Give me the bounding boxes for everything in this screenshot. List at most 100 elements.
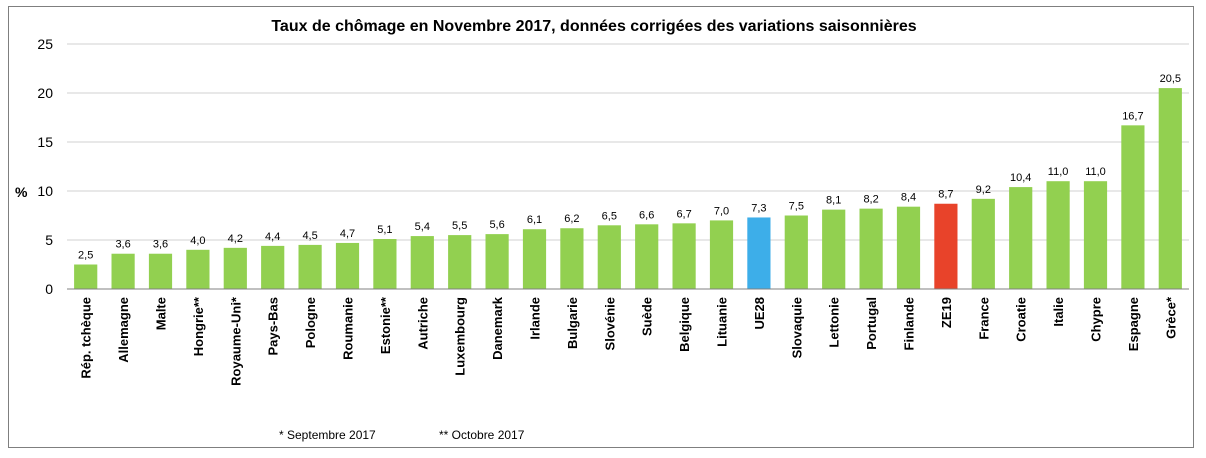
category-label: France (976, 297, 991, 340)
bar-chart: Taux de chômage en Novembre 2017, donnée… (15, 18, 1189, 442)
value-labels: 2,5 3,6 3,6 4,0 4,2 4,4 4,5 4,7 5,1 5,4 5,5 5,6 6,1 6… (78, 73, 1181, 261)
bar (1046, 181, 1070, 289)
bar (448, 235, 472, 289)
value-label: 6,2 (564, 213, 579, 225)
bar (635, 224, 659, 289)
bar (597, 225, 621, 289)
footnote-september: * Septembre 2017 (279, 428, 376, 442)
category-label: Portugal (864, 297, 879, 350)
bar (560, 228, 584, 289)
bar (784, 215, 808, 289)
bar (186, 249, 210, 289)
bar (672, 223, 696, 289)
value-label: 6,5 (602, 210, 617, 222)
bars (74, 88, 1182, 289)
chart-frame: Taux de chômage en Novembre 2017, donnée… (8, 6, 1194, 448)
category-label: Rép. tchèque (79, 297, 94, 379)
value-label: 4,7 (340, 228, 355, 240)
category-label: ZE19 (939, 297, 954, 328)
bar (373, 239, 397, 289)
category-label: Royaume-Uni* (228, 296, 243, 386)
bar (148, 253, 173, 289)
y-axis-label: % (15, 184, 28, 200)
value-label: 4,5 (302, 230, 317, 242)
value-label: 5,5 (452, 220, 467, 232)
category-label: Croatie (1014, 297, 1029, 342)
value-label: 3,6 (115, 239, 130, 251)
bar (522, 229, 547, 289)
bar (485, 234, 509, 289)
gridlines (67, 43, 1189, 241)
value-label: 11,0 (1048, 166, 1069, 178)
value-label: 4,0 (190, 235, 205, 247)
bar (709, 220, 734, 289)
y-tick-label: 20 (37, 85, 53, 101)
value-label: 10,4 (1010, 172, 1031, 184)
value-label: 7,3 (751, 202, 766, 214)
value-label: 5,6 (489, 219, 504, 231)
category-label: Suède (640, 297, 655, 336)
value-label: 4,4 (265, 231, 280, 243)
value-label: 7,5 (789, 201, 804, 213)
bar (1083, 181, 1108, 289)
value-label: 6,7 (676, 208, 691, 220)
category-label: Slovaquie (789, 297, 804, 358)
footnote-october: ** Octobre 2017 (439, 428, 525, 442)
value-label: 2,5 (78, 250, 93, 262)
category-label: Irlande (528, 297, 543, 340)
value-label: 8,4 (901, 192, 916, 204)
category-label: Pays-Bas (266, 297, 281, 356)
category-label: Espagne (1126, 297, 1141, 351)
category-label: Finlande (902, 297, 917, 350)
chart-title: Taux de chômage en Novembre 2017, donnée… (271, 18, 916, 35)
category-label: Italie (1051, 297, 1066, 327)
category-label: Luxembourg (453, 297, 468, 376)
bar (335, 242, 360, 289)
bar (747, 217, 771, 289)
bar (410, 236, 434, 289)
bar (896, 206, 921, 289)
category-label: Grèce* (1163, 296, 1178, 339)
category-label: Slovénie (602, 297, 617, 350)
category-label: Lettonie (827, 297, 842, 348)
value-label: 6,6 (639, 209, 654, 221)
value-label: 16,7 (1122, 110, 1143, 122)
value-label: 8,7 (938, 189, 953, 201)
value-label: 20,5 (1160, 73, 1181, 85)
value-label: 8,1 (826, 195, 841, 207)
category-label: Estonie** (378, 296, 393, 354)
bar (1121, 125, 1145, 289)
bar (1009, 187, 1033, 289)
bar (822, 209, 846, 289)
value-label: 5,1 (377, 224, 392, 236)
category-label: Chypre (1089, 297, 1104, 342)
y-tick-label: 5 (45, 232, 53, 248)
value-label: 7,0 (714, 205, 729, 217)
y-tick-label: 25 (37, 36, 53, 52)
category-label: Hongrie** (191, 296, 206, 356)
bar (261, 245, 285, 289)
y-tick-label: 15 (37, 134, 53, 150)
category-label: Autriche (415, 297, 430, 350)
y-tick-label: 10 (37, 183, 53, 199)
bar (1158, 88, 1182, 289)
y-tick-label: 0 (45, 281, 53, 297)
category-label: Pologne (303, 297, 318, 348)
value-label: 3,6 (153, 239, 168, 251)
category-label: Lituanie (715, 297, 730, 347)
value-label: 6,1 (527, 214, 542, 226)
bar (74, 264, 98, 289)
bar (223, 247, 247, 289)
category-label: Allemagne (116, 297, 131, 363)
bar (934, 203, 958, 289)
value-label: 4,2 (228, 233, 243, 245)
bar (298, 244, 322, 289)
category-labels: Rép. tchèque Allemagne Malte Hongrie** Royau… (79, 296, 1179, 386)
value-label: 8,2 (863, 194, 878, 206)
y-axis-ticks: 0 5 10 15 20 25 (37, 36, 53, 297)
value-label: 9,2 (976, 184, 991, 196)
category-label: Danemark (490, 296, 505, 360)
category-label: UE28 (752, 297, 767, 330)
category-label: Roumanie (341, 297, 356, 360)
category-label: Malte (154, 297, 169, 330)
